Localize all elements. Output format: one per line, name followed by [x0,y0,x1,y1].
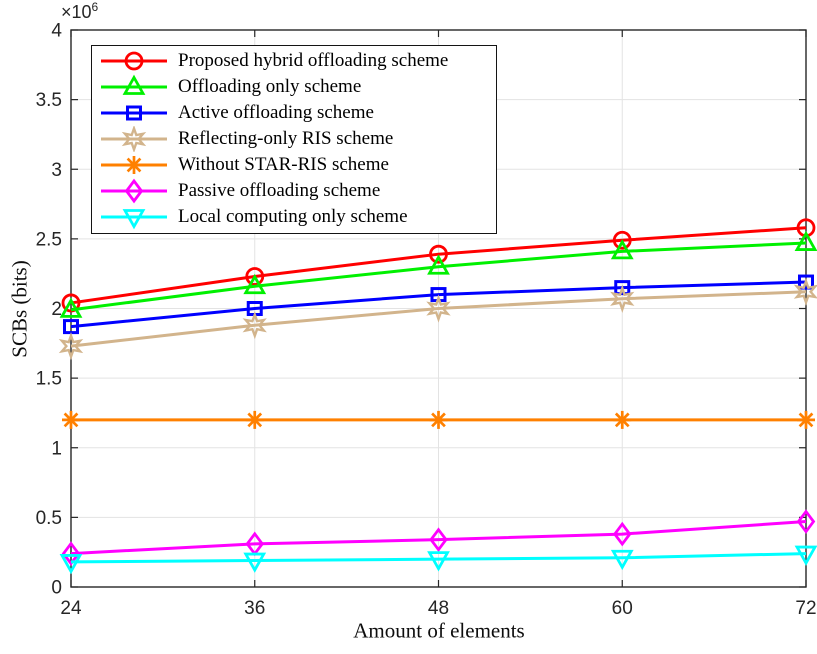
y-tick-label: 0 [51,578,62,599]
series-local-computing-only-scheme-triangle-down-marker [427,551,450,572]
legend-asterisk-icon [101,156,167,174]
y-axis-multiplier-base: ×10 [61,2,92,22]
legend-hexagram-icon [101,126,167,152]
legend-item-label: Passive offloading scheme [178,180,381,201]
legend-item: Without STAR-RIS scheme [97,152,496,178]
legend-item-label: Without STAR-RIS scheme [178,154,389,175]
series-offloading-only-scheme-triangle-up-marker [427,254,450,275]
series-reflecting-only-ris-scheme-hexagram-marker [242,311,267,340]
series-local-computing-only-scheme-triangle-down-marker [243,552,267,573]
y-axis-label: SCBs (bits) [7,260,32,358]
legend-triangle-up-marker [122,74,146,95]
legend-circle-marker [124,51,144,71]
series-passive-offloading-scheme-diamond-marker [613,521,632,547]
y-tick-label: 2 [51,299,62,320]
y-axis-multiplier: ×106 [61,0,98,23]
series-active-offloading-scheme-square-marker [614,280,631,296]
series-local-computing-only-scheme-triangle-down-marker [59,554,83,575]
series-offloading-only-scheme-triangle-up-marker [610,239,634,260]
series-passive-offloading-scheme-diamond-marker [429,527,448,552]
legend-item-label: Offloading only scheme [178,76,362,97]
series-reflecting-only-ris-scheme-hexagram-marker [610,284,635,314]
series-reflecting-only-ris-scheme-hexagram-marker [793,277,817,306]
legend-item: Active offloading scheme [97,100,496,126]
y-tick-label: 1 [51,438,62,459]
series-line-proposed-hybrid-offloading-scheme [70,226,807,305]
legend: Proposed hybrid offloading scheme Offload… [91,45,497,234]
series-reflecting-only-ris-scheme-hexagram-marker [426,294,451,323]
series-local-computing-only-scheme-triangle-down-marker [610,549,634,571]
y-tick-label: 4 [51,21,62,42]
series-proposed-hybrid-offloading-scheme-circle-marker [612,230,632,250]
x-tick-label: 60 [612,598,633,619]
series-without-star-ris-scheme-asterisk-marker [798,412,814,428]
legend-diamond-icon [101,178,167,204]
y-tick-label: 2.5 [36,229,62,250]
series-without-star-ris-scheme-asterisk-marker [431,412,446,428]
y-tick-label: 0.5 [36,508,62,529]
legend-triangle-down-marker [122,209,146,230]
series-active-offloading-scheme-square-marker [798,274,814,290]
legend-item: Proposed hybrid offloading scheme [97,48,496,74]
legend-diamond-marker [124,178,144,204]
series-without-star-ris-scheme-asterisk-marker [247,412,263,428]
y-axis-multiplier-exponent: 6 [91,0,99,14]
series-offloading-only-scheme-triangle-up-marker [794,230,817,251]
legend-triangle-down-icon [101,209,167,230]
legend-item: Offloading only scheme [97,74,496,100]
legend-circle-icon [101,51,167,71]
series-without-star-ris-scheme-asterisk-marker [614,412,630,428]
series-passive-offloading-scheme-diamond-marker [796,509,816,534]
series-offloading-only-scheme-triangle-up-marker [243,273,267,295]
series-reflecting-only-ris-scheme-hexagram-marker [58,332,84,361]
series-proposed-hybrid-offloading-scheme-circle-marker [429,244,448,264]
legend-hexagram-marker [121,126,147,152]
legend-item-label: Active offloading scheme [178,102,374,123]
x-tick-label: 72 [795,598,816,619]
legend-square-icon [101,105,167,121]
series-proposed-hybrid-offloading-scheme-circle-marker [61,293,81,313]
legend-item: Local computing only scheme [97,204,496,230]
series-offloading-only-scheme-triangle-up-marker [59,297,83,318]
legend-square-marker [126,105,142,121]
legend-item-label: Local computing only scheme [178,206,408,227]
legend-item: Reflecting-only RIS scheme [97,126,496,152]
series-line-reflecting-only-ris-scheme [70,290,807,348]
x-tick-label: 24 [60,598,82,619]
legend-triangle-up-icon [101,74,167,95]
x-tick-label: 36 [244,598,265,619]
y-tick-label: 1.5 [36,369,62,390]
x-axis-label: Amount of elements [353,618,525,643]
legend-item: Passive offloading scheme [97,178,496,204]
series-line-passive-offloading-scheme [70,520,807,556]
series-local-computing-only-scheme-triangle-down-marker [794,545,817,566]
series-line-local-computing-only-scheme [70,552,807,564]
y-tick-label: 3.5 [36,90,62,111]
x-tick-label: 48 [428,598,449,619]
legend-item-label: Proposed hybrid offloading scheme [178,50,449,71]
y-tick-label: 3 [51,160,62,181]
series-without-star-ris-scheme-asterisk-marker [63,412,79,428]
series-passive-offloading-scheme-diamond-marker [61,541,81,566]
series-line-offloading-only-scheme [70,241,807,312]
legend-item-label: Reflecting-only RIS scheme [178,128,394,149]
series-proposed-hybrid-offloading-scheme-circle-marker [245,267,265,286]
